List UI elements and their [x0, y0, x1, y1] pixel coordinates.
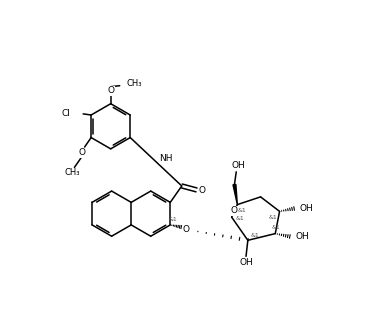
Text: O: O: [78, 148, 85, 157]
Text: &1: &1: [269, 215, 277, 220]
Text: O: O: [182, 225, 189, 234]
Polygon shape: [233, 184, 237, 205]
Text: Cl: Cl: [62, 109, 71, 118]
Text: OH: OH: [296, 232, 309, 241]
Text: &1: &1: [169, 217, 178, 222]
Text: O: O: [107, 86, 114, 95]
Text: &1: &1: [272, 225, 280, 230]
Text: OH: OH: [300, 204, 314, 213]
Text: &1: &1: [251, 234, 259, 239]
Text: O: O: [199, 186, 206, 195]
Text: O: O: [231, 206, 238, 215]
Text: NH: NH: [159, 154, 173, 163]
Text: CH₃: CH₃: [65, 168, 80, 177]
Text: OH: OH: [239, 258, 253, 267]
Text: &1: &1: [238, 208, 247, 213]
Text: &1: &1: [235, 216, 244, 221]
Text: CH₃: CH₃: [126, 79, 142, 88]
Text: OH: OH: [232, 161, 246, 170]
